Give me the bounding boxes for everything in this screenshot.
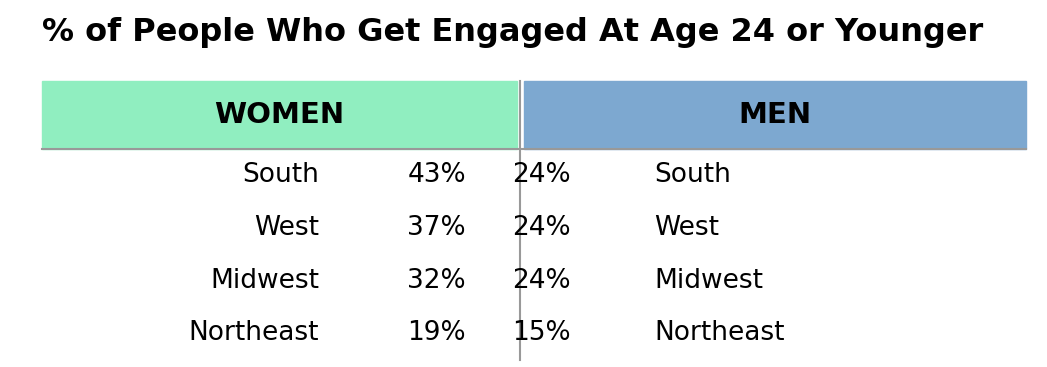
Text: MEN: MEN — [738, 101, 811, 129]
Text: South: South — [654, 162, 731, 188]
Text: 24%: 24% — [512, 215, 571, 241]
Text: Midwest: Midwest — [210, 268, 319, 294]
Text: West: West — [254, 215, 319, 241]
Text: Northeast: Northeast — [654, 320, 785, 346]
Text: 24%: 24% — [512, 268, 571, 294]
Text: 32%: 32% — [407, 268, 466, 294]
Text: 43%: 43% — [407, 162, 466, 188]
Text: 19%: 19% — [407, 320, 466, 346]
Text: Midwest: Midwest — [654, 268, 763, 294]
Text: South: South — [243, 162, 319, 188]
Text: 24%: 24% — [512, 162, 571, 188]
Text: 37%: 37% — [407, 215, 466, 241]
Text: % of People Who Get Engaged At Age 24 or Younger: % of People Who Get Engaged At Age 24 or… — [42, 17, 983, 47]
Text: 15%: 15% — [512, 320, 571, 346]
Text: WOMEN: WOMEN — [215, 101, 344, 129]
Text: West: West — [654, 215, 719, 241]
Bar — [42, 81, 517, 149]
Bar — [524, 81, 1026, 149]
Text: Northeast: Northeast — [188, 320, 319, 346]
